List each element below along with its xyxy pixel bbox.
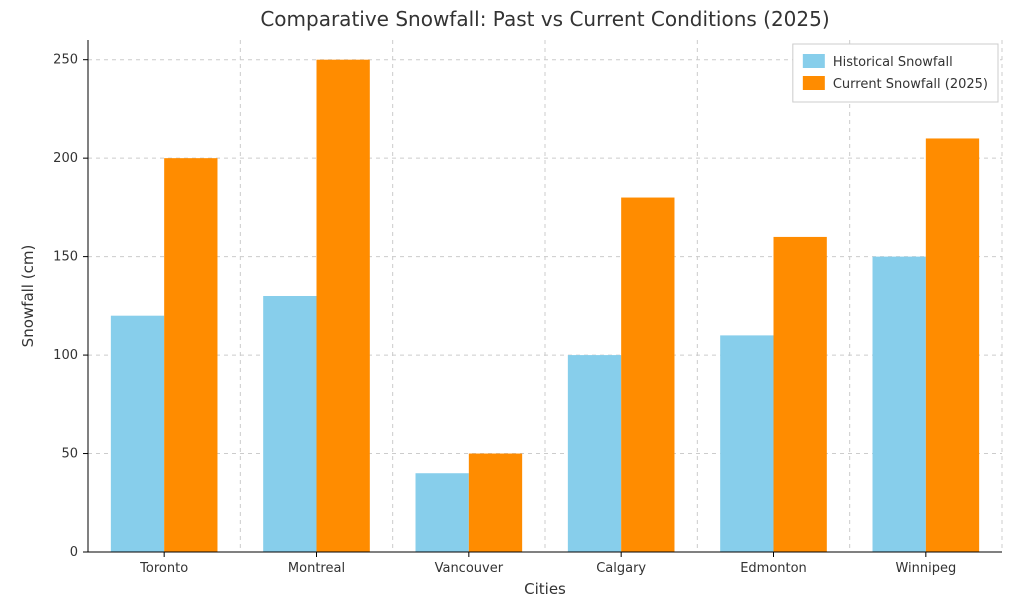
legend-swatch (803, 76, 825, 90)
chart-title: Comparative Snowfall: Past vs Current Co… (260, 7, 829, 31)
legend-label: Historical Snowfall (833, 55, 953, 70)
legend: Historical Snowfall Current Snowfall (202… (793, 44, 998, 102)
y-tick-label: 100 (53, 348, 78, 363)
bar (926, 138, 979, 552)
bar (111, 316, 164, 552)
bar (873, 257, 926, 552)
y-tick-label: 50 (61, 447, 78, 462)
x-tick-label: Toronto (139, 561, 188, 576)
x-tick-label: Montreal (288, 561, 345, 576)
x-tick-label: Edmonton (740, 561, 807, 576)
bar (416, 473, 469, 552)
y-tick-label: 150 (53, 250, 78, 265)
y-axis-label: Snowfall (cm) (19, 245, 37, 348)
bar-chart-svg: 0 50 100 150 200 250 Toronto Montreal Vancouver C… (0, 0, 1024, 611)
chart-container: 0 50 100 150 200 250 Toronto Montreal Vancouver C… (0, 0, 1024, 611)
bar (469, 454, 522, 552)
bar (621, 198, 674, 552)
y-tick-label: 200 (53, 151, 78, 166)
x-tick-label: Calgary (596, 561, 646, 576)
bar (263, 296, 316, 552)
x-tick-label: Winnipeg (895, 561, 956, 576)
bar (568, 355, 621, 552)
bar (774, 237, 827, 552)
legend-label: Current Snowfall (2025) (833, 77, 988, 92)
bar (164, 158, 217, 552)
grid (88, 40, 1002, 552)
y-tick-label: 0 (70, 545, 78, 560)
y-tick-label: 250 (53, 53, 78, 68)
legend-swatch (803, 54, 825, 68)
x-axis-label: Cities (524, 580, 566, 598)
bar (317, 60, 370, 552)
x-tick-label: Vancouver (435, 561, 504, 576)
bar (720, 335, 773, 552)
